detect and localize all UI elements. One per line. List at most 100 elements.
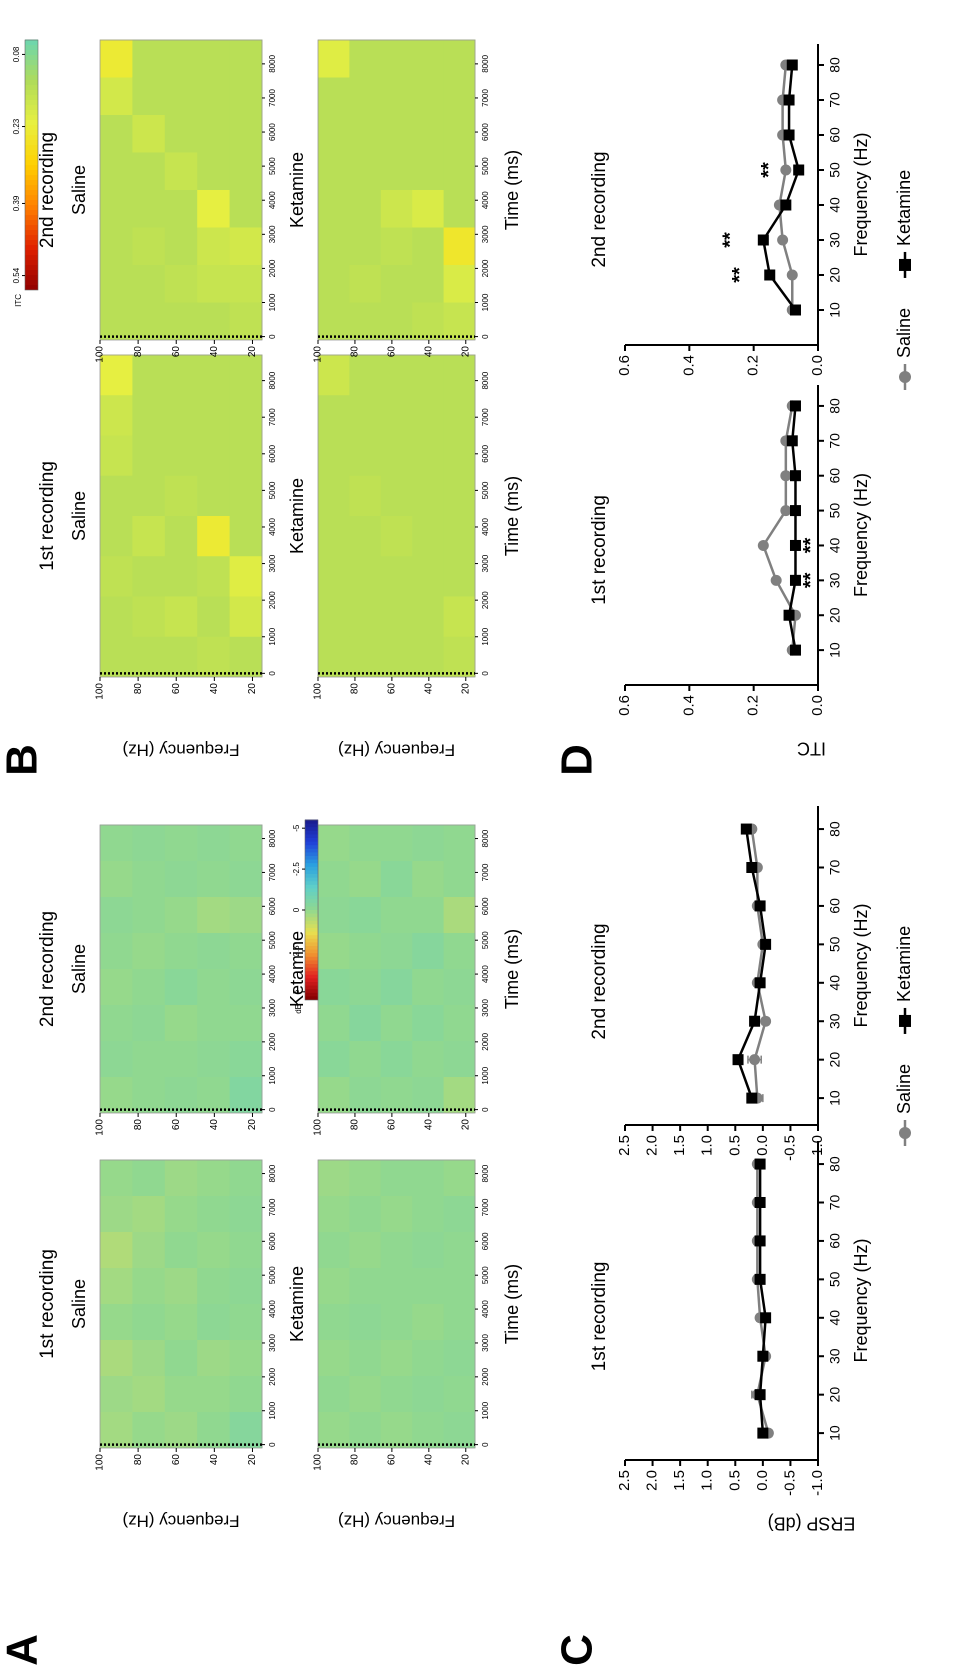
panel-letter: B — [0, 744, 47, 776]
heatmap-cell — [380, 1076, 413, 1113]
y-tick-label: 0.4 — [680, 355, 697, 376]
recording-title: 2nd recording — [589, 923, 610, 1039]
x-axis-label: Time (ms) — [502, 150, 522, 230]
heatmap-cell — [100, 1303, 133, 1340]
heatmap-cell — [412, 968, 445, 1005]
y-tick-label: 1.0 — [699, 1135, 716, 1156]
colorbar-swatch — [25, 159, 38, 165]
heatmap-cell — [100, 1004, 133, 1041]
y-tick-label: 100 — [95, 346, 106, 363]
colorbar-swatch — [25, 74, 38, 80]
colorbar-swatch — [25, 224, 38, 230]
x-tick-label: 7000 — [268, 1198, 277, 1216]
x-tick-label: 7000 — [481, 863, 490, 881]
colorbar-tick-label: 0.23 — [12, 118, 21, 134]
heatmap-cell — [197, 1339, 231, 1376]
heatmap-cell — [349, 636, 382, 677]
heatmap-cell — [164, 264, 198, 303]
heatmap-cell — [443, 555, 476, 597]
series-line — [761, 64, 801, 311]
heatmap-cell — [318, 968, 350, 1005]
heatmap-cell — [164, 189, 198, 228]
heatmap-cell — [412, 264, 445, 303]
significance-marker: ** — [800, 572, 822, 588]
y-tick-label: 20 — [460, 1454, 471, 1466]
heatmap-cell — [132, 1303, 166, 1340]
x-tick-label: 30 — [827, 572, 843, 588]
x-tick-label: 1000 — [481, 1401, 490, 1419]
x-tick-label: 80 — [827, 57, 843, 73]
heatmap-cell — [443, 1267, 476, 1304]
heatmap-cell — [100, 354, 133, 396]
heatmap-cell — [443, 152, 476, 190]
heatmap-cell — [380, 1231, 413, 1268]
x-tick-label: 1000 — [268, 1401, 277, 1419]
heatmap-cell — [443, 515, 476, 557]
colorbar-swatch — [305, 941, 318, 946]
heatmap-cell — [100, 636, 133, 677]
heatmap-cell — [380, 1411, 413, 1448]
data-point — [749, 1054, 761, 1066]
heatmap-cell — [349, 1267, 382, 1304]
plot-frame — [99, 824, 263, 1114]
plot-frame — [99, 354, 263, 678]
heatmap-cell — [229, 354, 263, 396]
heatmap-cell — [229, 1375, 263, 1412]
heatmap-cell — [197, 968, 231, 1005]
heatmap-cell — [164, 1267, 198, 1304]
heatmap-cell — [197, 1076, 231, 1113]
colorbar-swatch — [25, 264, 38, 270]
heatmap-cell — [349, 515, 382, 557]
x-tick-label: 40 — [827, 537, 843, 553]
heatmap-cell — [100, 475, 133, 516]
colorbar-swatch — [305, 877, 318, 882]
colorbar-swatch — [305, 952, 318, 957]
data-point — [757, 1350, 769, 1362]
data-point — [777, 234, 789, 246]
y-tick-label: 60 — [387, 1454, 398, 1466]
heatmap-cell — [164, 1004, 198, 1041]
heatmap-cell — [412, 596, 445, 637]
x-tick-label: 2000 — [268, 1032, 277, 1050]
data-point — [746, 861, 758, 873]
data-point — [757, 539, 769, 551]
colorbar-swatch — [25, 234, 38, 240]
heatmap-cell — [318, 354, 350, 396]
x-tick-label: 3000 — [481, 225, 490, 243]
y-tick-label: 100 — [313, 1454, 324, 1471]
heatmap-cell — [197, 555, 231, 597]
heatmap-cell — [229, 302, 263, 340]
heatmap-cell — [197, 860, 231, 897]
heatmap-cell — [197, 39, 231, 78]
data-point — [754, 1196, 766, 1208]
heatmap-cell — [100, 896, 133, 933]
colorbar-tick-label: 5 — [292, 989, 301, 994]
x-tick-label: 2000 — [481, 591, 490, 609]
y-axis-label: ITC — [797, 738, 826, 758]
heatmap-cell — [412, 435, 445, 476]
recording-title: 2nd recording — [37, 911, 58, 1027]
heatmap-cell — [197, 1159, 231, 1196]
y-axis-label: Frequency (Hz) — [122, 741, 239, 760]
heatmap-cell — [318, 555, 350, 597]
x-axis-label: Time (ms) — [502, 929, 522, 1009]
heatmap-cell — [197, 596, 231, 637]
heatmap-cell — [412, 1375, 445, 1412]
heatmap-cell — [412, 1231, 445, 1268]
heatmap-cell — [443, 1004, 476, 1041]
heatmap-cell — [229, 264, 263, 303]
colorbar-swatch — [25, 109, 38, 115]
x-axis-label: Time (ms) — [502, 1264, 522, 1344]
data-point — [783, 609, 795, 621]
heatmap-cell — [164, 636, 198, 677]
x-tick-label: 40 — [827, 975, 843, 991]
x-tick-label: 0 — [268, 1442, 277, 1447]
x-tick-label: 2000 — [268, 1367, 277, 1385]
heatmap-cell — [100, 264, 133, 303]
y-tick-label: 40 — [423, 683, 434, 695]
colorbar-swatch — [25, 204, 38, 210]
x-tick-label: 50 — [827, 162, 843, 178]
x-tick-label: 4000 — [481, 1300, 490, 1318]
heatmap-cell — [100, 152, 133, 190]
y-tick-label: 2.5 — [616, 1470, 633, 1491]
